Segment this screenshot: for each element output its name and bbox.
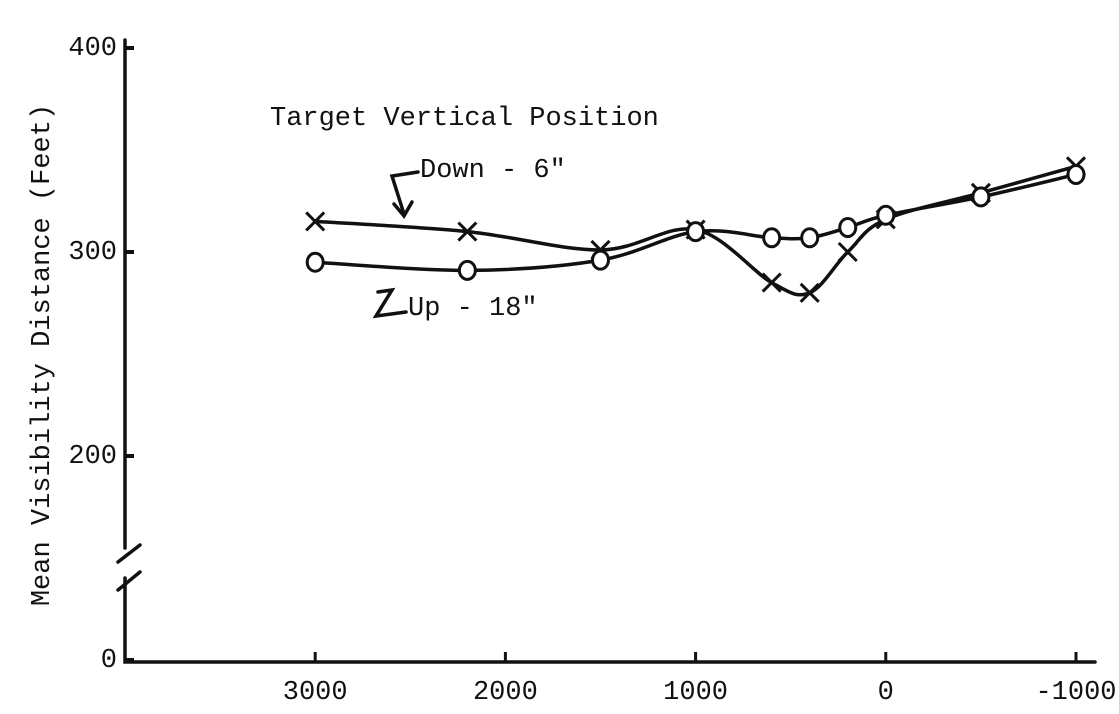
legend-label: Down - 6" [420, 156, 566, 186]
point [1066, 163, 1086, 185]
point [876, 204, 896, 226]
point [971, 186, 991, 208]
point [305, 211, 326, 232]
point [800, 227, 820, 249]
point [799, 282, 820, 303]
y-axis-label: Mean Visibility Distance (Feet) [28, 104, 58, 606]
y-tick-label: 400 [68, 34, 117, 64]
y-tick-label: 0 [101, 646, 117, 676]
point [762, 227, 782, 249]
y-tick-label: 300 [68, 238, 117, 268]
point [457, 221, 478, 242]
point [457, 259, 477, 281]
x-tick-label: -1000 [1035, 678, 1116, 708]
annotation: Target Vertical Position [270, 104, 659, 134]
point [761, 272, 782, 293]
point [590, 249, 610, 271]
legend-arrow [389, 170, 420, 220]
point [686, 221, 706, 243]
x-tick-label: 3000 [283, 678, 348, 708]
point [837, 241, 858, 263]
legend-arrow [372, 287, 408, 319]
x-tick-label: 2000 [473, 678, 538, 708]
x-tick-label: 1000 [663, 678, 728, 708]
x-tick-label: 0 [878, 678, 894, 708]
point [838, 217, 858, 239]
point [305, 251, 325, 273]
y-tick-label: 200 [68, 442, 117, 472]
axis-break [116, 543, 142, 592]
legend-label: Up - 18" [408, 294, 538, 324]
